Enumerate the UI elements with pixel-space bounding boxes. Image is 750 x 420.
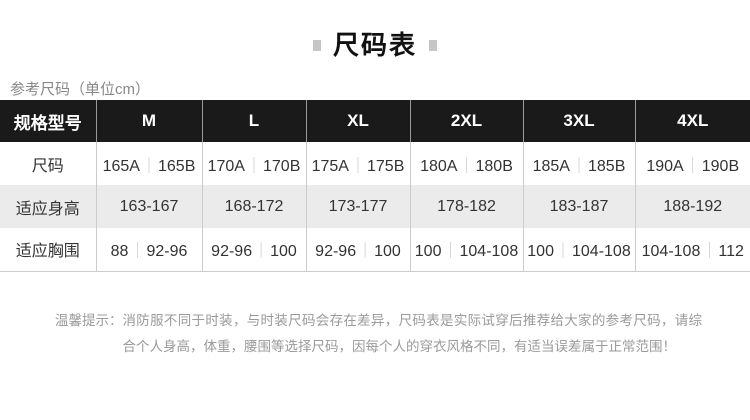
row-label: 适应胸围 <box>15 243 80 261</box>
cell-value-separator: ｜ <box>253 243 270 261</box>
header-cell-spec-model: 规格型号 <box>0 100 96 142</box>
cell-value: 175A <box>311 157 349 175</box>
table-cell: 100｜104-108 <box>409 228 523 271</box>
warm-tip-label: 温馨提示： <box>55 312 123 328</box>
cell-value-separator: ｜ <box>701 243 718 261</box>
table-cell: 100｜104-108 <box>522 228 635 271</box>
table-cell: 178-182 <box>409 185 523 228</box>
cell-value-separator: ｜ <box>570 157 587 175</box>
header-cell-size-M: M <box>95 100 202 142</box>
table-cell: 92-96｜100 <box>201 228 306 271</box>
table-cell: 88｜92-96 <box>95 228 202 271</box>
table-row: 适应身高 163-167 168-172 173-177 178-182 183-187 1… <box>0 185 750 228</box>
cell-value: 170B <box>263 157 301 175</box>
table-cell: 183-187 <box>522 185 635 228</box>
warm-tip-note: 温馨提示： 消防服不同于时装，与时装尺码会存在差异，尺码表是实际试穿后推荐给大家… <box>0 272 750 360</box>
table-cell: 165A｜165B <box>95 142 202 185</box>
title-left-square-icon <box>312 39 321 51</box>
table-cell: 188-192 <box>634 185 750 228</box>
title-right-square-icon <box>429 39 437 51</box>
table-row: 尺码 165A｜165B 170A｜170B 175A｜175B 180A｜180B 18… <box>0 142 750 185</box>
table-cell: 92-96｜100 <box>305 228 410 271</box>
reference-size-subtitle: 参考尺码（单位cm） <box>10 81 150 98</box>
table-row: 适应胸围 88｜92-96 92-96｜100 92-96｜100 100｜104-10… <box>0 228 750 271</box>
table-cell: 173-177 <box>305 185 410 228</box>
cell-value: 92-96 <box>211 243 253 261</box>
table-cell: 168-172 <box>201 185 306 228</box>
cell-value: 104-108 <box>459 243 519 261</box>
page-title-row: 尺码表 <box>0 0 750 62</box>
cell-value: 175B <box>367 157 405 175</box>
cell-value: 100 <box>414 243 442 261</box>
row-label: 适应身高 <box>0 185 96 228</box>
cell-value: 165B <box>158 157 196 175</box>
cell-value: 173-177 <box>328 197 388 215</box>
cell-value-separator: ｜ <box>245 157 262 175</box>
size-table-header: 规格型号 M L XL 2XL 3XL 4XL <box>0 100 750 142</box>
cell-value: 104-108 <box>641 243 701 261</box>
cell-value: 180A <box>420 157 458 175</box>
page-title: 尺码表 <box>332 30 417 60</box>
warm-tip-text: 消防服不同于时装，与时装尺码会存在差异，尺码表是实际试穿后推荐给大家的参考尺码，… <box>122 312 703 354</box>
cell-value: 92-96 <box>315 243 357 261</box>
cell-value: 112 <box>718 243 744 261</box>
cell-value: 163-167 <box>119 197 179 215</box>
table-cell: 180A｜180B <box>409 142 523 185</box>
size-table-header-row: 规格型号 M L XL 2XL 3XL 4XL <box>0 100 750 142</box>
cell-value: 165A <box>102 157 140 175</box>
cell-value: 92-96 <box>146 243 188 261</box>
size-table-body: 尺码 165A｜165B 170A｜170B 175A｜175B 180A｜180B 18… <box>0 142 750 271</box>
row-label: 尺码 <box>31 157 64 175</box>
header-cell-size-XL: XL <box>305 100 410 142</box>
table-cell: 163-167 <box>95 185 202 228</box>
cell-value: 100 <box>270 243 297 261</box>
cell-value: 190A <box>646 157 684 175</box>
cell-value: 170A <box>207 157 245 175</box>
size-table: 规格型号 M L XL 2XL 3XL 4XL 尺码 165A｜165B 170A｜170B 17… <box>0 100 750 272</box>
cell-value: 180B <box>475 157 513 175</box>
cell-value: 88 <box>110 243 129 261</box>
table-cell: 104-108｜112 <box>634 228 750 271</box>
cell-value-separator: ｜ <box>458 157 475 175</box>
cell-value: 100 <box>374 243 401 261</box>
table-cell: 185A｜185B <box>522 142 635 185</box>
cell-value-separator: ｜ <box>684 157 701 175</box>
cell-value: 185B <box>588 157 626 175</box>
cell-value: 104-108 <box>572 243 631 261</box>
cell-value-separator: ｜ <box>349 157 366 175</box>
cell-value-separator: ｜ <box>554 243 571 261</box>
cell-value: 183-187 <box>549 197 609 215</box>
table-cell: 170A｜170B <box>201 142 306 185</box>
cell-value-separator: ｜ <box>140 157 157 175</box>
cell-value: 100 <box>527 243 554 261</box>
cell-value-separator: ｜ <box>129 243 146 261</box>
table-cell: 175A｜175B <box>305 142 410 185</box>
header-cell-size-3XL: 3XL <box>522 100 635 142</box>
header-cell-size-L: L <box>201 100 306 142</box>
table-cell: 190A｜190B <box>634 142 750 185</box>
cell-value: 168-172 <box>224 197 284 215</box>
cell-value-separator: ｜ <box>357 243 374 261</box>
header-cell-size-4XL: 4XL <box>634 100 750 142</box>
cell-value-separator: ｜ <box>442 243 459 261</box>
cell-value: 178-182 <box>437 197 496 215</box>
cell-value: 188-192 <box>663 197 723 215</box>
cell-value: 185A <box>532 157 570 175</box>
cell-value: 190B <box>701 157 740 175</box>
header-cell-size-2XL: 2XL <box>409 100 523 142</box>
